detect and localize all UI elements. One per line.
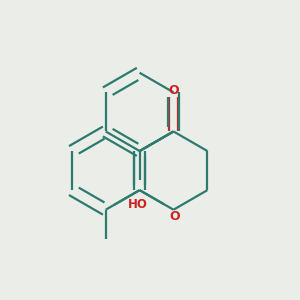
Text: O: O [169,210,180,224]
Text: O: O [168,84,179,98]
Text: HO: HO [128,198,148,211]
